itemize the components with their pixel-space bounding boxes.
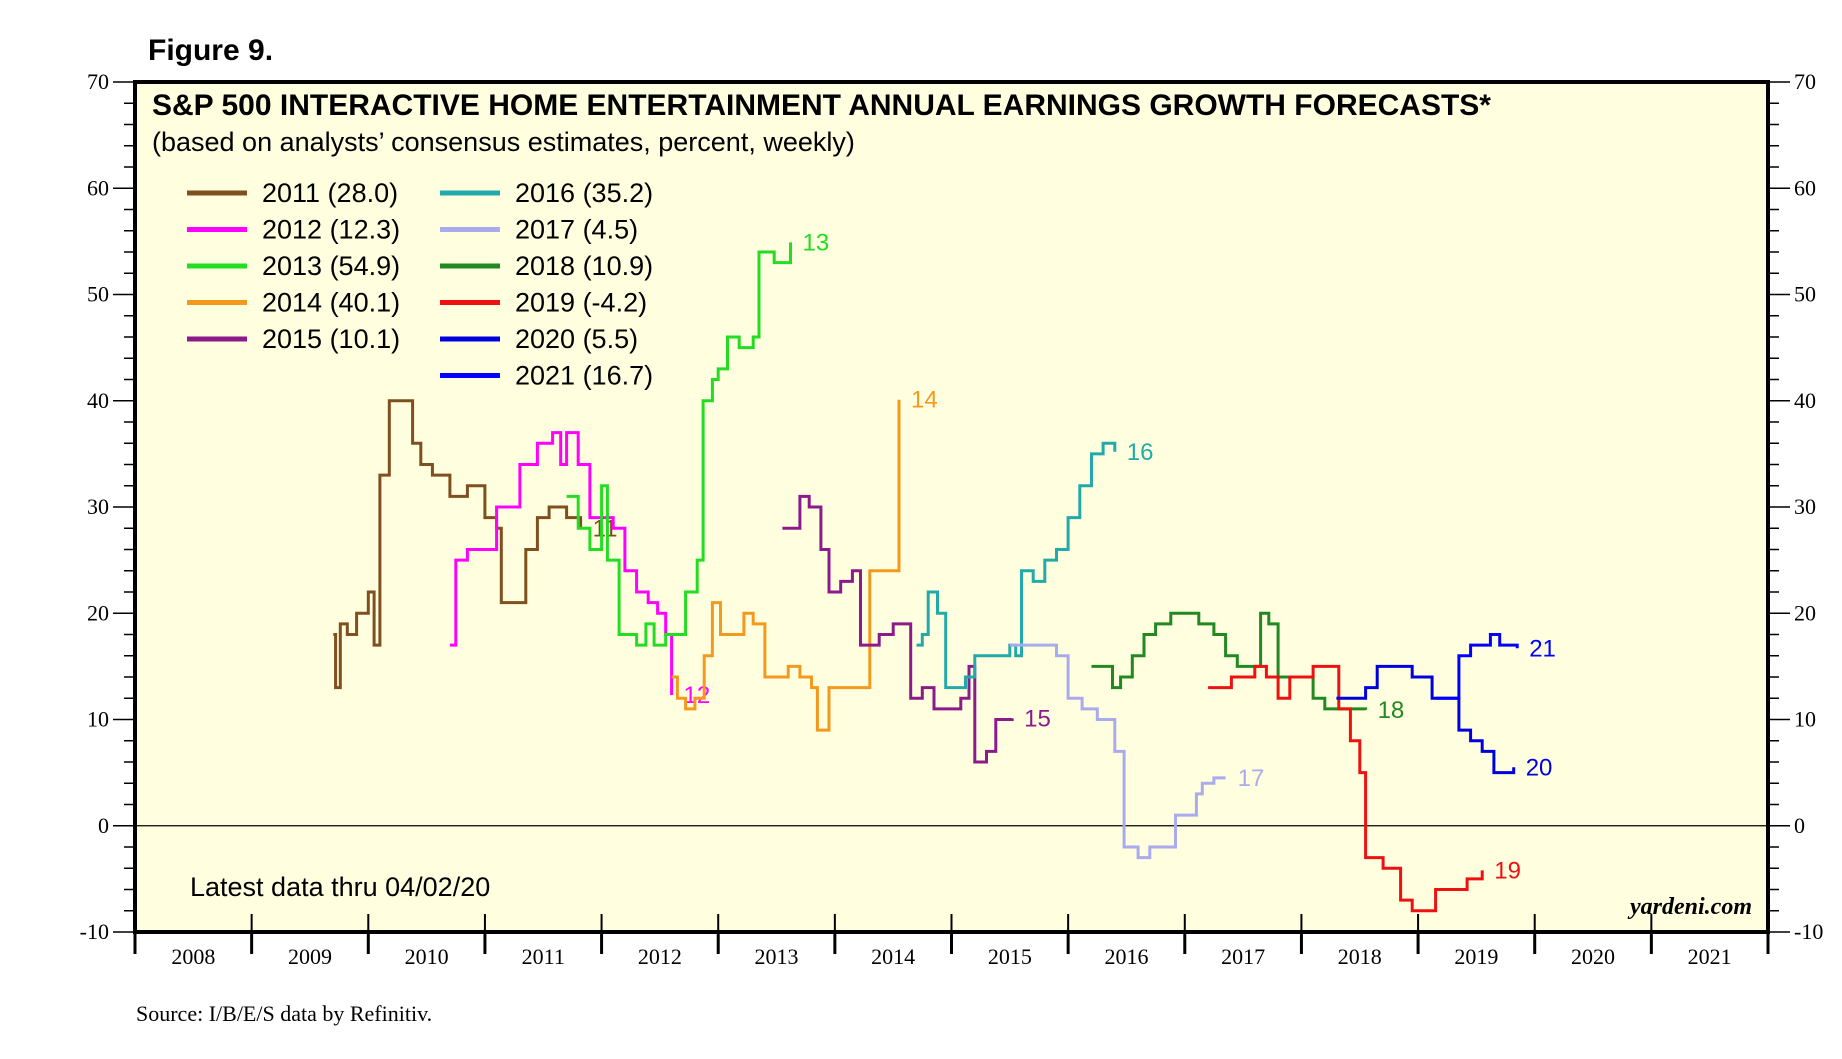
- series-line-11: [333, 399, 583, 690]
- legend-entry-12: 2012 (12.3): [262, 215, 400, 245]
- legend-entry-20: 2020 (5.5): [515, 324, 638, 354]
- series-line-20: [1336, 664, 1516, 775]
- y-tick-label-right: 70: [1794, 69, 1816, 94]
- x-tick-label: 2016: [1104, 944, 1148, 969]
- legend: 2011 (28.0) 2012 (12.3) 2013 (54.9) 2014 (4…: [187, 178, 653, 391]
- y-tick-label-left: 10: [87, 707, 109, 732]
- x-tick-label: 2011: [522, 944, 565, 969]
- y-tick-label-left: 30: [87, 494, 109, 519]
- y-tick-label-left: 20: [87, 600, 109, 625]
- series-line-14: [671, 399, 901, 732]
- x-tick-label: 2019: [1454, 944, 1498, 969]
- x-tick-label: 2013: [755, 944, 799, 969]
- x-tick-label: 2020: [1571, 944, 1615, 969]
- y-tick-label-left: 40: [87, 388, 109, 413]
- series-line-19: [1208, 664, 1484, 913]
- source-note: Source: I/B/E/S data by Refinitiv.: [136, 1001, 432, 1026]
- series-end-label-18: 18: [1378, 697, 1405, 724]
- series-end-label-14: 14: [911, 387, 938, 414]
- x-tick-label: 2008: [171, 944, 215, 969]
- series-end-label-15: 15: [1024, 705, 1051, 732]
- x-tick-label: 2009: [288, 944, 332, 969]
- figure-label: Figure 9.: [148, 34, 273, 67]
- series-end-label-21: 21: [1529, 635, 1556, 662]
- series-end-label-12: 12: [684, 682, 711, 709]
- y-tick-label-right: -10: [1794, 919, 1823, 944]
- x-tick-label: 2021: [1688, 944, 1732, 969]
- y-tick-label-left: 60: [87, 175, 109, 200]
- legend-entry-17: 2017 (4.5): [515, 215, 638, 245]
- series-line-16: [916, 441, 1117, 690]
- y-tick-label-left: 0: [98, 813, 109, 838]
- legend-entry-19: 2019 (-4.2): [515, 288, 647, 318]
- series-end-label-17: 17: [1238, 765, 1265, 792]
- y-tick-label-right: 10: [1794, 707, 1816, 732]
- x-tick-label: 2018: [1338, 944, 1382, 969]
- legend-entry-13: 2013 (54.9): [262, 251, 400, 281]
- series-line-17: [1009, 643, 1226, 860]
- series-line-15: [782, 494, 1014, 764]
- legend-entry-16: 2016 (35.2): [515, 178, 653, 208]
- plot-area: [133, 80, 1770, 934]
- series-end-label-13: 13: [803, 229, 830, 256]
- y-tick-label-left: -10: [80, 919, 109, 944]
- series-line-12: [449, 431, 674, 696]
- series-line-21: [1435, 633, 1519, 700]
- series-end-label-20: 20: [1526, 754, 1553, 781]
- y-tick-label-right: 0: [1794, 813, 1805, 838]
- x-tick-label: 2012: [638, 944, 682, 969]
- latest-data-note: Latest data thru 04/02/20: [190, 872, 490, 902]
- legend-entry-15: 2015 (10.1): [262, 324, 400, 354]
- x-tick-label: 2014: [871, 944, 915, 969]
- series-line-13: [566, 242, 792, 647]
- series-end-label-19: 19: [1494, 857, 1521, 884]
- y-tick-label-right: 40: [1794, 388, 1816, 413]
- legend-entry-21: 2021 (16.7): [515, 361, 653, 391]
- series-end-label-16: 16: [1127, 439, 1154, 466]
- series-line-18: [1091, 611, 1368, 711]
- chart-title: S&P 500 INTERACTIVE HOME ENTERTAINMENT A…: [152, 89, 1491, 122]
- legend-entry-11: 2011 (28.0): [262, 178, 398, 208]
- x-tick-label: 2015: [988, 944, 1032, 969]
- watermark: yardeni.com: [1627, 894, 1752, 920]
- x-tick-label: 2017: [1221, 944, 1265, 969]
- chart-subtitle: (based on analysts’ consensus estimates,…: [152, 127, 855, 157]
- y-tick-label-left: 50: [87, 282, 109, 307]
- y-tick-label-right: 30: [1794, 494, 1816, 519]
- y-tick-label-right: 60: [1794, 175, 1816, 200]
- legend-entry-14: 2014 (40.1): [262, 288, 400, 318]
- y-tick-label-right: 50: [1794, 282, 1816, 307]
- legend-entry-18: 2018 (10.9): [515, 251, 653, 281]
- y-tick-label-right: 20: [1794, 600, 1816, 625]
- x-tick-label: 2010: [405, 944, 449, 969]
- y-tick-label-left: 70: [87, 69, 109, 94]
